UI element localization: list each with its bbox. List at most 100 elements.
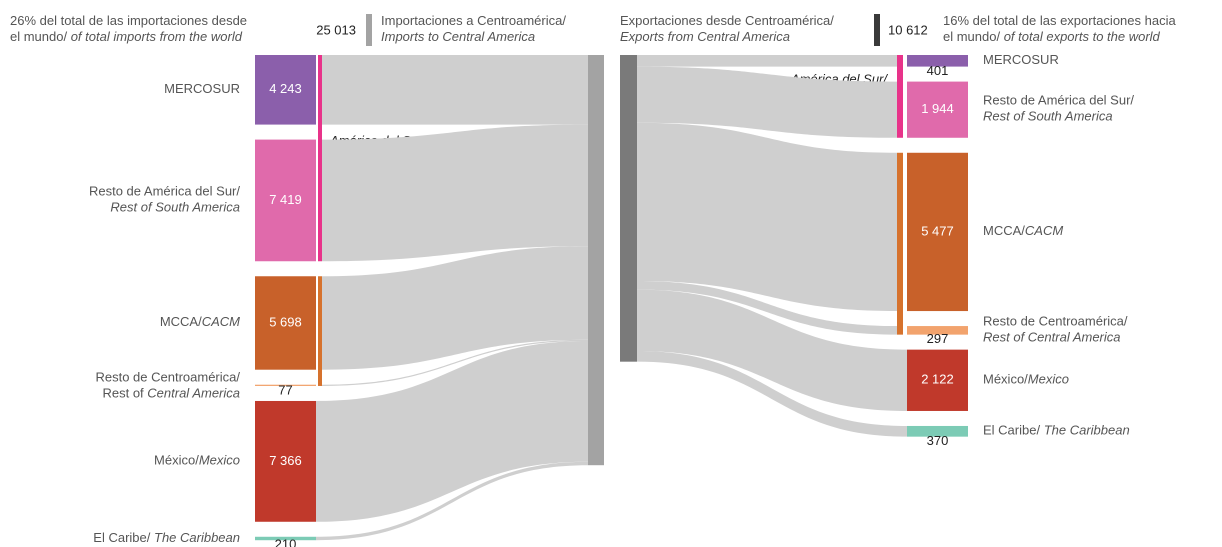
share-note-part: of total imports from the world xyxy=(71,29,243,44)
node-label: Resto de Centroamérica/ xyxy=(983,314,1128,329)
flow xyxy=(637,122,897,312)
share-note: el mundo/ of total imports from the worl… xyxy=(10,29,243,44)
node-label: Rest of Central America xyxy=(983,330,1121,345)
node-label-part: Rest of Central America xyxy=(983,330,1121,345)
node xyxy=(255,276,316,370)
node-label-part: Resto de América del Sur/ xyxy=(89,184,240,199)
header-title: Exportaciones desde Centroamérica/ xyxy=(620,13,834,28)
node-label: Rest of Central America xyxy=(102,386,240,401)
node-label: México/Mexico xyxy=(154,453,240,468)
region-bar xyxy=(897,152,903,335)
node xyxy=(907,326,968,335)
node-label: Rest of South America xyxy=(983,109,1113,124)
total-bar xyxy=(588,55,604,466)
total-value: 25 013 xyxy=(316,22,356,37)
node xyxy=(907,55,968,67)
flow xyxy=(322,124,588,262)
node xyxy=(907,425,968,437)
node-label-part: Central America xyxy=(147,386,240,401)
node-value: 297 xyxy=(927,331,949,346)
node-label: Resto de América del Sur/ xyxy=(983,93,1134,108)
flow xyxy=(322,55,588,125)
node-label: MCCA/CACM xyxy=(160,314,240,329)
node-value: 4 243 xyxy=(269,81,302,96)
region-bar xyxy=(318,55,322,262)
share-note: 26% del total de las importaciones desde xyxy=(10,13,247,28)
share-note-part: 16% del total de las exportaciones hacia xyxy=(943,13,1176,28)
node-label-part: El Caribe/ xyxy=(983,423,1044,438)
share-note-part: 26% del total de las importaciones desde xyxy=(10,13,247,28)
total-value: 10 612 xyxy=(888,22,928,37)
node-label-part: MERCOSUR xyxy=(983,52,1059,67)
header-title-part: Exportaciones desde Centroamérica/ xyxy=(620,13,834,28)
flow xyxy=(322,246,588,370)
node-label: El Caribe/ The Caribbean xyxy=(93,530,240,545)
legend-swatch xyxy=(874,14,880,46)
node-value: 401 xyxy=(927,63,949,78)
node-value: 77 xyxy=(278,382,292,397)
region-bar xyxy=(897,55,903,138)
node xyxy=(907,81,968,138)
node-label: El Caribe/ The Caribbean xyxy=(983,423,1130,438)
flow xyxy=(637,55,897,67)
node-label-part: MCCA/ xyxy=(983,223,1025,238)
node-label-part: Resto de Centroamérica/ xyxy=(983,314,1128,329)
node-label-part: México/ xyxy=(154,453,199,468)
node-value: 370 xyxy=(927,433,949,448)
node xyxy=(255,55,316,125)
header-title-part: Exports from Central America xyxy=(620,29,790,44)
header-title: Imports to Central America xyxy=(381,29,535,44)
flow xyxy=(637,281,897,335)
header-title: Exports from Central America xyxy=(620,29,790,44)
node xyxy=(907,349,968,411)
node-label: México/Mexico xyxy=(983,372,1069,387)
node-label: MCCA/CACM xyxy=(983,223,1063,238)
node xyxy=(907,152,968,312)
node-label-part: MERCOSUR xyxy=(164,81,240,96)
node-label-part: CACM xyxy=(202,314,240,329)
flow xyxy=(316,340,588,522)
header-title: Importaciones a Centroamérica/ xyxy=(381,13,566,28)
flow xyxy=(637,289,907,411)
header-title-part: Importaciones a Centroamérica/ xyxy=(381,13,566,28)
node xyxy=(255,400,316,522)
node-value: 1 944 xyxy=(921,101,954,116)
total-bar xyxy=(620,55,637,362)
node-value: 5 477 xyxy=(921,223,954,238)
node-value: 2 122 xyxy=(921,372,954,387)
node-label-part: The Caribbean xyxy=(154,530,240,545)
header-title-part: Imports to Central America xyxy=(381,29,535,44)
flow xyxy=(316,461,588,541)
node-label-part: Mexico xyxy=(1028,372,1069,387)
node-label-part: Rest of xyxy=(102,386,147,401)
share-note: el mundo/ of total exports to the world xyxy=(943,29,1161,44)
node-value: 210 xyxy=(275,537,297,547)
node-label: MERCOSUR xyxy=(983,52,1059,67)
node-label-part: Rest of South America xyxy=(110,200,240,215)
node-label-part: Rest of South America xyxy=(983,109,1113,124)
region-bar xyxy=(318,276,322,386)
node-label-part: El Caribe/ xyxy=(93,530,154,545)
node-label: MERCOSUR xyxy=(164,81,240,96)
node-label-part: MCCA/ xyxy=(160,314,202,329)
flow xyxy=(637,350,907,437)
node-label-part: Resto de América del Sur/ xyxy=(983,93,1134,108)
node-label-part: Mexico xyxy=(199,453,240,468)
node-label-part: México/ xyxy=(983,372,1028,387)
node-label: Resto de América del Sur/ xyxy=(89,184,240,199)
share-note-part: el mundo/ xyxy=(943,29,1004,44)
share-note-part: el mundo/ xyxy=(10,29,71,44)
node-label: Resto de Centroamérica/ xyxy=(95,370,240,385)
node xyxy=(255,384,316,386)
node-value: 7 419 xyxy=(269,192,302,207)
node xyxy=(255,536,316,541)
node-label-part: Resto de Centroamérica/ xyxy=(95,370,240,385)
flow xyxy=(322,339,588,386)
node-value: 7 366 xyxy=(269,453,302,468)
share-note: 16% del total de las exportaciones hacia xyxy=(943,13,1176,28)
node-label-part: The Caribbean xyxy=(1044,423,1130,438)
node-label-part: CACM xyxy=(1025,223,1063,238)
share-note-part: of total exports to the world xyxy=(1004,29,1161,44)
